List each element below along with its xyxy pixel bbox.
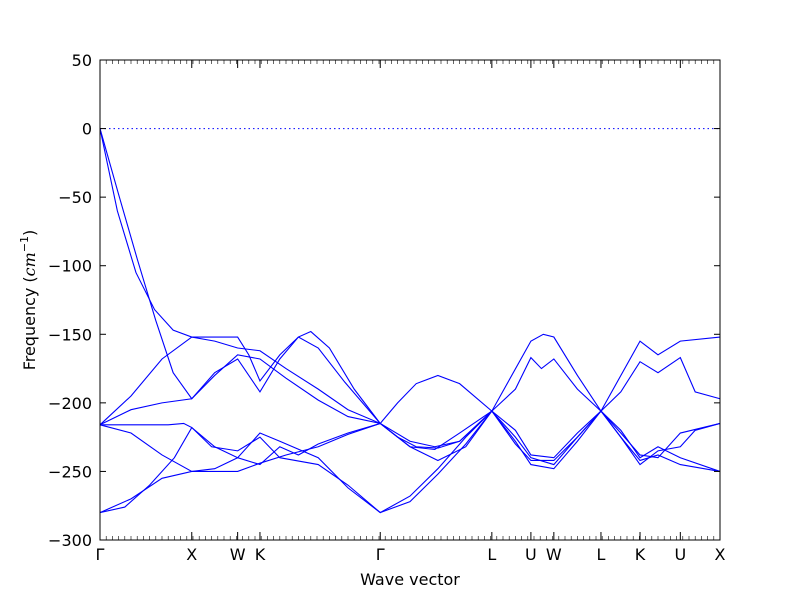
x-tick-label: L — [596, 545, 605, 564]
y-axis-unit: cm — [20, 252, 39, 276]
x-tick-label: U — [674, 545, 686, 564]
x-tick-label: K — [635, 545, 646, 564]
x-tick-label: X — [186, 545, 197, 564]
band-line-5 — [100, 410, 721, 514]
y-tick-label: −50 — [58, 188, 92, 207]
y-tick-label: −150 — [48, 325, 92, 344]
x-tick-label: K — [255, 545, 266, 564]
band-line-4 — [99, 336, 721, 472]
x-tick-label: L — [487, 545, 496, 564]
y-tick-label: −200 — [48, 394, 92, 413]
band-line-3 — [99, 354, 721, 466]
x-tick-label: Γ — [376, 545, 385, 564]
y-tick-label: 0 — [82, 120, 92, 139]
bands — [99, 128, 721, 514]
y-tick-label: −250 — [48, 462, 92, 481]
plot-frame — [99, 59, 721, 541]
band-line-1 — [99, 128, 721, 448]
y-tick-label: −100 — [48, 257, 92, 276]
y-axis-title: Frequency (cm−1) — [18, 230, 39, 371]
x-tick-label: U — [525, 545, 537, 564]
y-axis-title-text: Frequency — [20, 288, 39, 371]
x-axis-title: Wave vector — [360, 570, 460, 589]
band-line-2 — [99, 128, 721, 451]
x-tick-label: W — [546, 545, 562, 564]
band-line-6 — [99, 410, 721, 472]
x-tick-label: X — [715, 545, 726, 564]
y-tick-label: 50 — [72, 51, 92, 70]
y-axis-unit-exponent: −1 — [18, 236, 31, 252]
band-line-8 — [99, 422, 381, 514]
y-tick-label: −300 — [48, 531, 92, 550]
x-tick-label: W — [230, 545, 246, 564]
band-line-7 — [99, 410, 493, 514]
x-tick-label: Γ — [96, 545, 105, 564]
